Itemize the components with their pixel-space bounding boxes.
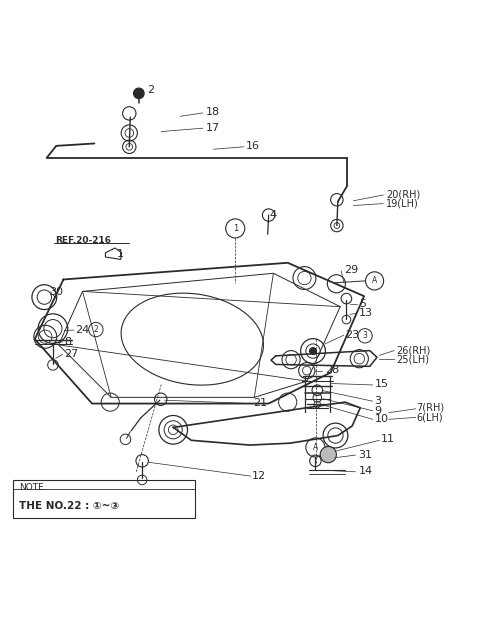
Text: 13: 13 (360, 309, 373, 319)
Text: 24: 24 (75, 325, 90, 335)
Text: 23: 23 (345, 330, 359, 340)
Text: 3: 3 (374, 396, 382, 406)
Text: THE NO.22 : ①~③: THE NO.22 : ①~③ (19, 501, 119, 510)
Text: 9: 9 (374, 406, 382, 415)
Text: 7(RH): 7(RH) (417, 403, 444, 413)
Circle shape (133, 88, 144, 99)
Text: 6(LH): 6(LH) (417, 412, 443, 422)
Text: 19(LH): 19(LH) (386, 199, 419, 209)
Text: 1: 1 (117, 249, 124, 259)
Text: NOTE: NOTE (19, 483, 44, 492)
Text: 4: 4 (270, 210, 276, 220)
Text: 20(RH): 20(RH) (386, 189, 420, 199)
Circle shape (310, 348, 316, 355)
Text: 2: 2 (94, 325, 98, 334)
Text: 1: 1 (233, 224, 238, 233)
Text: 8: 8 (64, 337, 72, 347)
Text: A: A (313, 443, 318, 452)
Text: 14: 14 (359, 466, 372, 476)
Text: 17: 17 (205, 123, 220, 133)
Text: 29: 29 (344, 265, 358, 275)
Text: 27: 27 (64, 350, 79, 360)
Text: 12: 12 (252, 471, 266, 481)
Text: REF.20-216: REF.20-216 (55, 236, 111, 245)
Text: 28: 28 (325, 365, 339, 374)
Text: 31: 31 (359, 450, 372, 460)
Text: 15: 15 (374, 379, 389, 389)
Text: 26(RH): 26(RH) (396, 345, 431, 355)
Circle shape (320, 446, 336, 463)
Text: 3: 3 (362, 331, 368, 340)
Text: 30: 30 (49, 287, 63, 297)
Text: 21: 21 (253, 398, 267, 408)
Text: 2: 2 (147, 84, 154, 94)
Text: 5: 5 (360, 299, 366, 309)
Text: 25(LH): 25(LH) (396, 354, 430, 364)
Text: A: A (372, 276, 377, 286)
Text: 10: 10 (374, 414, 389, 424)
Text: 16: 16 (246, 141, 260, 151)
Text: 18: 18 (205, 107, 220, 117)
Text: 11: 11 (381, 434, 395, 445)
